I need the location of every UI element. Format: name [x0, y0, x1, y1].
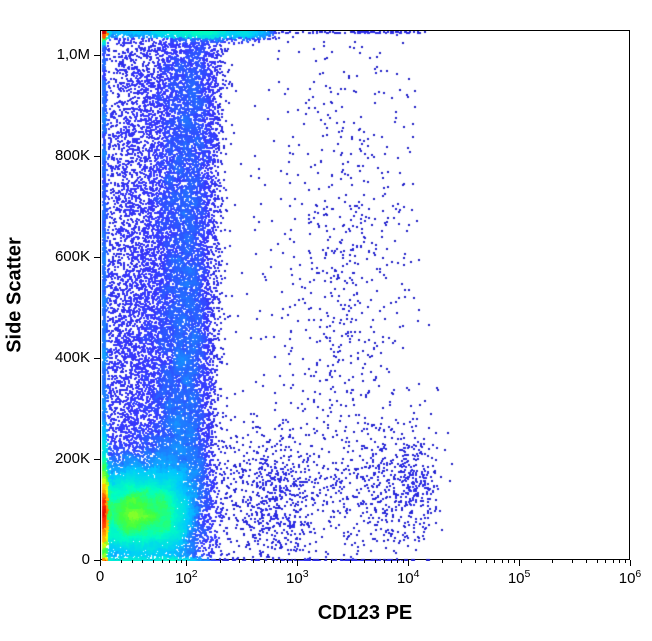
y-axis-label: Side Scatter	[4, 237, 27, 353]
x-tick-label: 104	[397, 568, 420, 587]
y-tick-label: 1,0M	[42, 46, 90, 63]
x-minor-tick	[375, 560, 376, 563]
x-minor-tick	[502, 560, 503, 563]
x-minor-tick	[169, 560, 170, 563]
y-tick-label: 800K	[42, 147, 90, 164]
y-tick-mark	[94, 459, 100, 460]
x-tick-mark	[100, 560, 101, 566]
x-minor-tick	[461, 560, 462, 563]
x-minor-tick	[239, 560, 240, 563]
x-tick-label: 0	[96, 568, 104, 585]
x-tick-mark	[297, 560, 298, 566]
x-minor-tick	[162, 560, 163, 563]
x-tick-mark	[630, 560, 631, 566]
density-scatter-canvas	[101, 31, 631, 561]
x-minor-tick	[264, 560, 265, 563]
x-minor-tick	[132, 560, 133, 563]
x-minor-tick	[292, 560, 293, 563]
y-tick-mark	[94, 257, 100, 258]
x-minor-tick	[273, 560, 274, 563]
x-minor-tick	[331, 560, 332, 563]
x-minor-tick	[176, 560, 177, 563]
x-minor-tick	[384, 560, 385, 563]
x-minor-tick	[153, 560, 154, 563]
x-minor-tick	[552, 560, 553, 563]
x-minor-tick	[613, 560, 614, 563]
x-tick-mark	[408, 560, 409, 566]
x-minor-tick	[572, 560, 573, 563]
x-tick-label: 102	[175, 568, 198, 587]
x-minor-tick	[350, 560, 351, 563]
flow-cytometry-plot: Side Scatter CD123 PE 0 200K 400K 600K 800K 1…	[0, 0, 652, 641]
x-tick-label: 103	[286, 568, 309, 587]
x-minor-tick	[442, 560, 443, 563]
x-minor-tick	[121, 560, 122, 563]
x-minor-tick	[586, 560, 587, 563]
x-minor-tick	[625, 560, 626, 563]
x-tick-label: 106	[619, 568, 642, 587]
x-minor-tick	[364, 560, 365, 563]
x-minor-tick	[508, 560, 509, 563]
x-minor-tick	[605, 560, 606, 563]
x-minor-tick	[403, 560, 404, 563]
y-tick-label: 400K	[42, 349, 90, 366]
y-tick-label: 0	[42, 551, 90, 568]
y-tick-label: 200K	[42, 450, 90, 467]
x-axis-label: CD123 PE	[318, 602, 413, 625]
x-minor-tick	[619, 560, 620, 563]
x-minor-tick	[220, 560, 221, 563]
y-tick-mark	[94, 156, 100, 157]
x-tick-mark	[186, 560, 187, 566]
x-minor-tick	[475, 560, 476, 563]
x-minor-tick	[181, 560, 182, 563]
x-tick-mark	[519, 560, 520, 566]
x-minor-tick	[280, 560, 281, 563]
x-minor-tick	[494, 560, 495, 563]
x-minor-tick	[486, 560, 487, 563]
plot-area	[100, 30, 630, 560]
x-tick-label: 105	[508, 568, 531, 587]
y-tick-label: 600K	[42, 248, 90, 265]
y-tick-mark	[94, 358, 100, 359]
x-minor-tick	[391, 560, 392, 563]
x-minor-tick	[287, 560, 288, 563]
x-minor-tick	[514, 560, 515, 563]
x-minor-tick	[397, 560, 398, 563]
x-minor-tick	[253, 560, 254, 563]
x-minor-tick	[142, 560, 143, 563]
x-minor-tick	[597, 560, 598, 563]
y-tick-mark	[94, 55, 100, 56]
